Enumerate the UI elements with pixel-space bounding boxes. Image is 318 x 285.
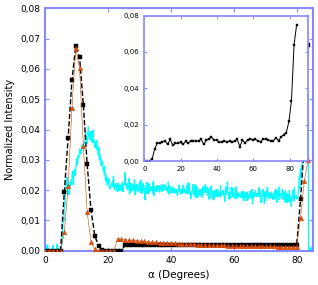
X-axis label: α (Degrees): α (Degrees) (149, 270, 210, 280)
Y-axis label: Normalized Intensity: Normalized Intensity (5, 79, 15, 180)
